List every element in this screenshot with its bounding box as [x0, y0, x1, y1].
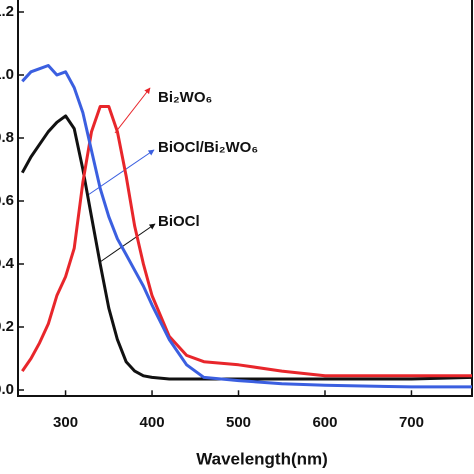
x-axis-label: Wavelength(nm)	[196, 449, 328, 468]
annotation: BiOCl	[158, 213, 200, 230]
y-tick-label: 0.4	[0, 255, 15, 272]
arrow	[99, 223, 156, 263]
x-tick-label: 300	[53, 414, 78, 431]
x-tick-label: 700	[399, 414, 424, 431]
x-tick-label: 500	[226, 414, 251, 431]
y-tick-label: 1.0	[0, 66, 14, 83]
y-tick-label: 1.2	[0, 3, 14, 20]
x-tick-label: 400	[140, 414, 165, 431]
y-tick-label: 0.8	[0, 129, 14, 146]
arrow	[114, 87, 151, 134]
series-line	[20, 114, 473, 381]
series-line	[21, 105, 472, 378]
plot-frame	[17, 0, 473, 397]
annotation: Bi₂WO₆	[158, 89, 212, 106]
x-tick-label: 600	[312, 414, 337, 431]
series-line	[21, 64, 472, 389]
y-tick-label: 0.2	[0, 318, 14, 335]
y-tick-label: 0.0	[0, 381, 14, 398]
y-tick-label: 0.6	[0, 192, 14, 209]
annotation: BiOCl/Bi₂WO₆	[158, 139, 258, 156]
